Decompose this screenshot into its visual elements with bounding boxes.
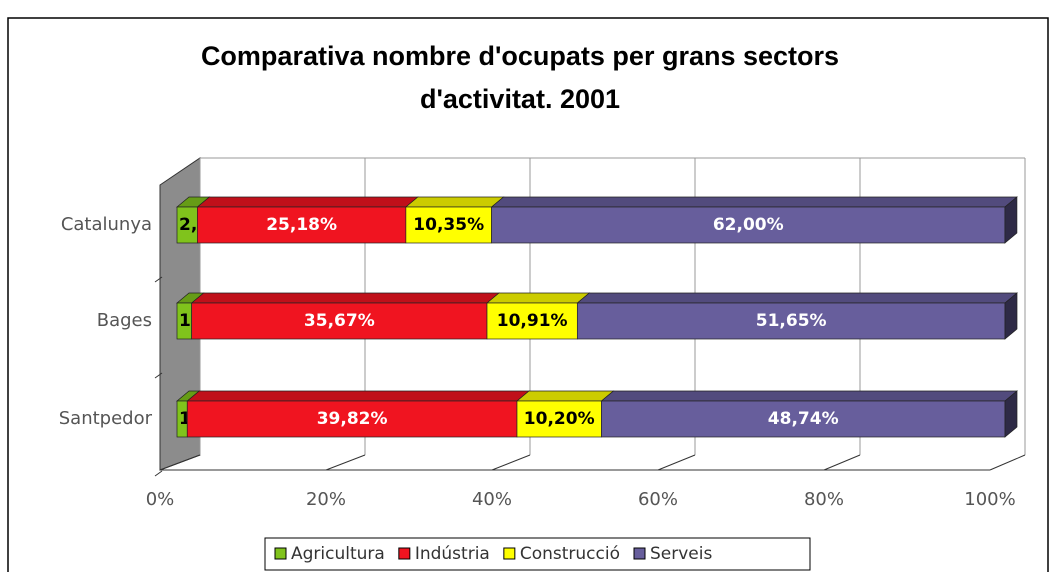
y-tick bbox=[154, 276, 163, 283]
data-label: 10,91% bbox=[497, 311, 568, 331]
y-tick-label: Santpedor bbox=[59, 408, 153, 429]
bar bbox=[186, 400, 518, 438]
bar-top bbox=[490, 196, 1018, 208]
y-tick-label: Bages bbox=[97, 310, 152, 331]
chart-title: d'activitat. 2001 bbox=[420, 84, 620, 114]
data-label: 39,82% bbox=[317, 409, 388, 429]
legend-swatch bbox=[633, 547, 646, 560]
grid-line bbox=[989, 454, 1026, 471]
data-label: 51,65% bbox=[756, 311, 827, 331]
x-tick-label: 60% bbox=[638, 489, 678, 510]
legend-label: Serveis bbox=[650, 544, 712, 564]
y-tick bbox=[154, 372, 163, 379]
bar bbox=[601, 400, 1006, 438]
data-label: 48,74% bbox=[768, 409, 839, 429]
x-tick-label: 80% bbox=[804, 489, 844, 510]
data-label: 25,18% bbox=[266, 215, 337, 235]
x-tick-label: 100% bbox=[964, 489, 1015, 510]
grid-line bbox=[823, 454, 861, 471]
legend-label: Agricultura bbox=[291, 544, 385, 564]
legend-swatch bbox=[398, 547, 411, 560]
data-label: 62,00% bbox=[713, 215, 784, 235]
grid-line bbox=[159, 454, 201, 471]
bar-top bbox=[516, 390, 615, 402]
legend bbox=[264, 537, 811, 571]
x-tick-label: 0% bbox=[146, 489, 175, 510]
grid-line bbox=[657, 454, 696, 471]
bar bbox=[191, 302, 488, 340]
y-tick-label: Catalunya bbox=[61, 214, 152, 235]
legend-swatch bbox=[274, 547, 287, 560]
grid-line bbox=[325, 454, 366, 471]
bar-side bbox=[1004, 390, 1018, 438]
bar bbox=[516, 400, 602, 438]
bar-top bbox=[186, 390, 530, 402]
data-label: 10,35% bbox=[413, 215, 484, 235]
y-tick bbox=[154, 470, 163, 477]
bar-side bbox=[1004, 292, 1018, 340]
grid-line bbox=[491, 454, 531, 471]
legend-label: Construcció bbox=[520, 544, 620, 564]
data-label: 10,20% bbox=[524, 409, 595, 429]
bar-top bbox=[190, 292, 500, 304]
bar bbox=[486, 302, 578, 340]
bar-side bbox=[1004, 196, 1018, 244]
bar-top bbox=[486, 292, 591, 304]
data-label: 35,67% bbox=[304, 311, 375, 331]
bar-top bbox=[600, 390, 1018, 402]
bar-top bbox=[196, 196, 419, 208]
legend-swatch bbox=[503, 547, 516, 560]
legend-label: Indústria bbox=[415, 544, 490, 564]
bar-top bbox=[404, 196, 505, 208]
chart-title: Comparativa nombre d'ocupats per grans s… bbox=[201, 41, 839, 71]
x-tick-label: 40% bbox=[472, 489, 512, 510]
bar bbox=[197, 206, 407, 244]
bar-top bbox=[576, 292, 1018, 304]
bar bbox=[405, 206, 492, 244]
x-tick-label: 20% bbox=[306, 489, 346, 510]
